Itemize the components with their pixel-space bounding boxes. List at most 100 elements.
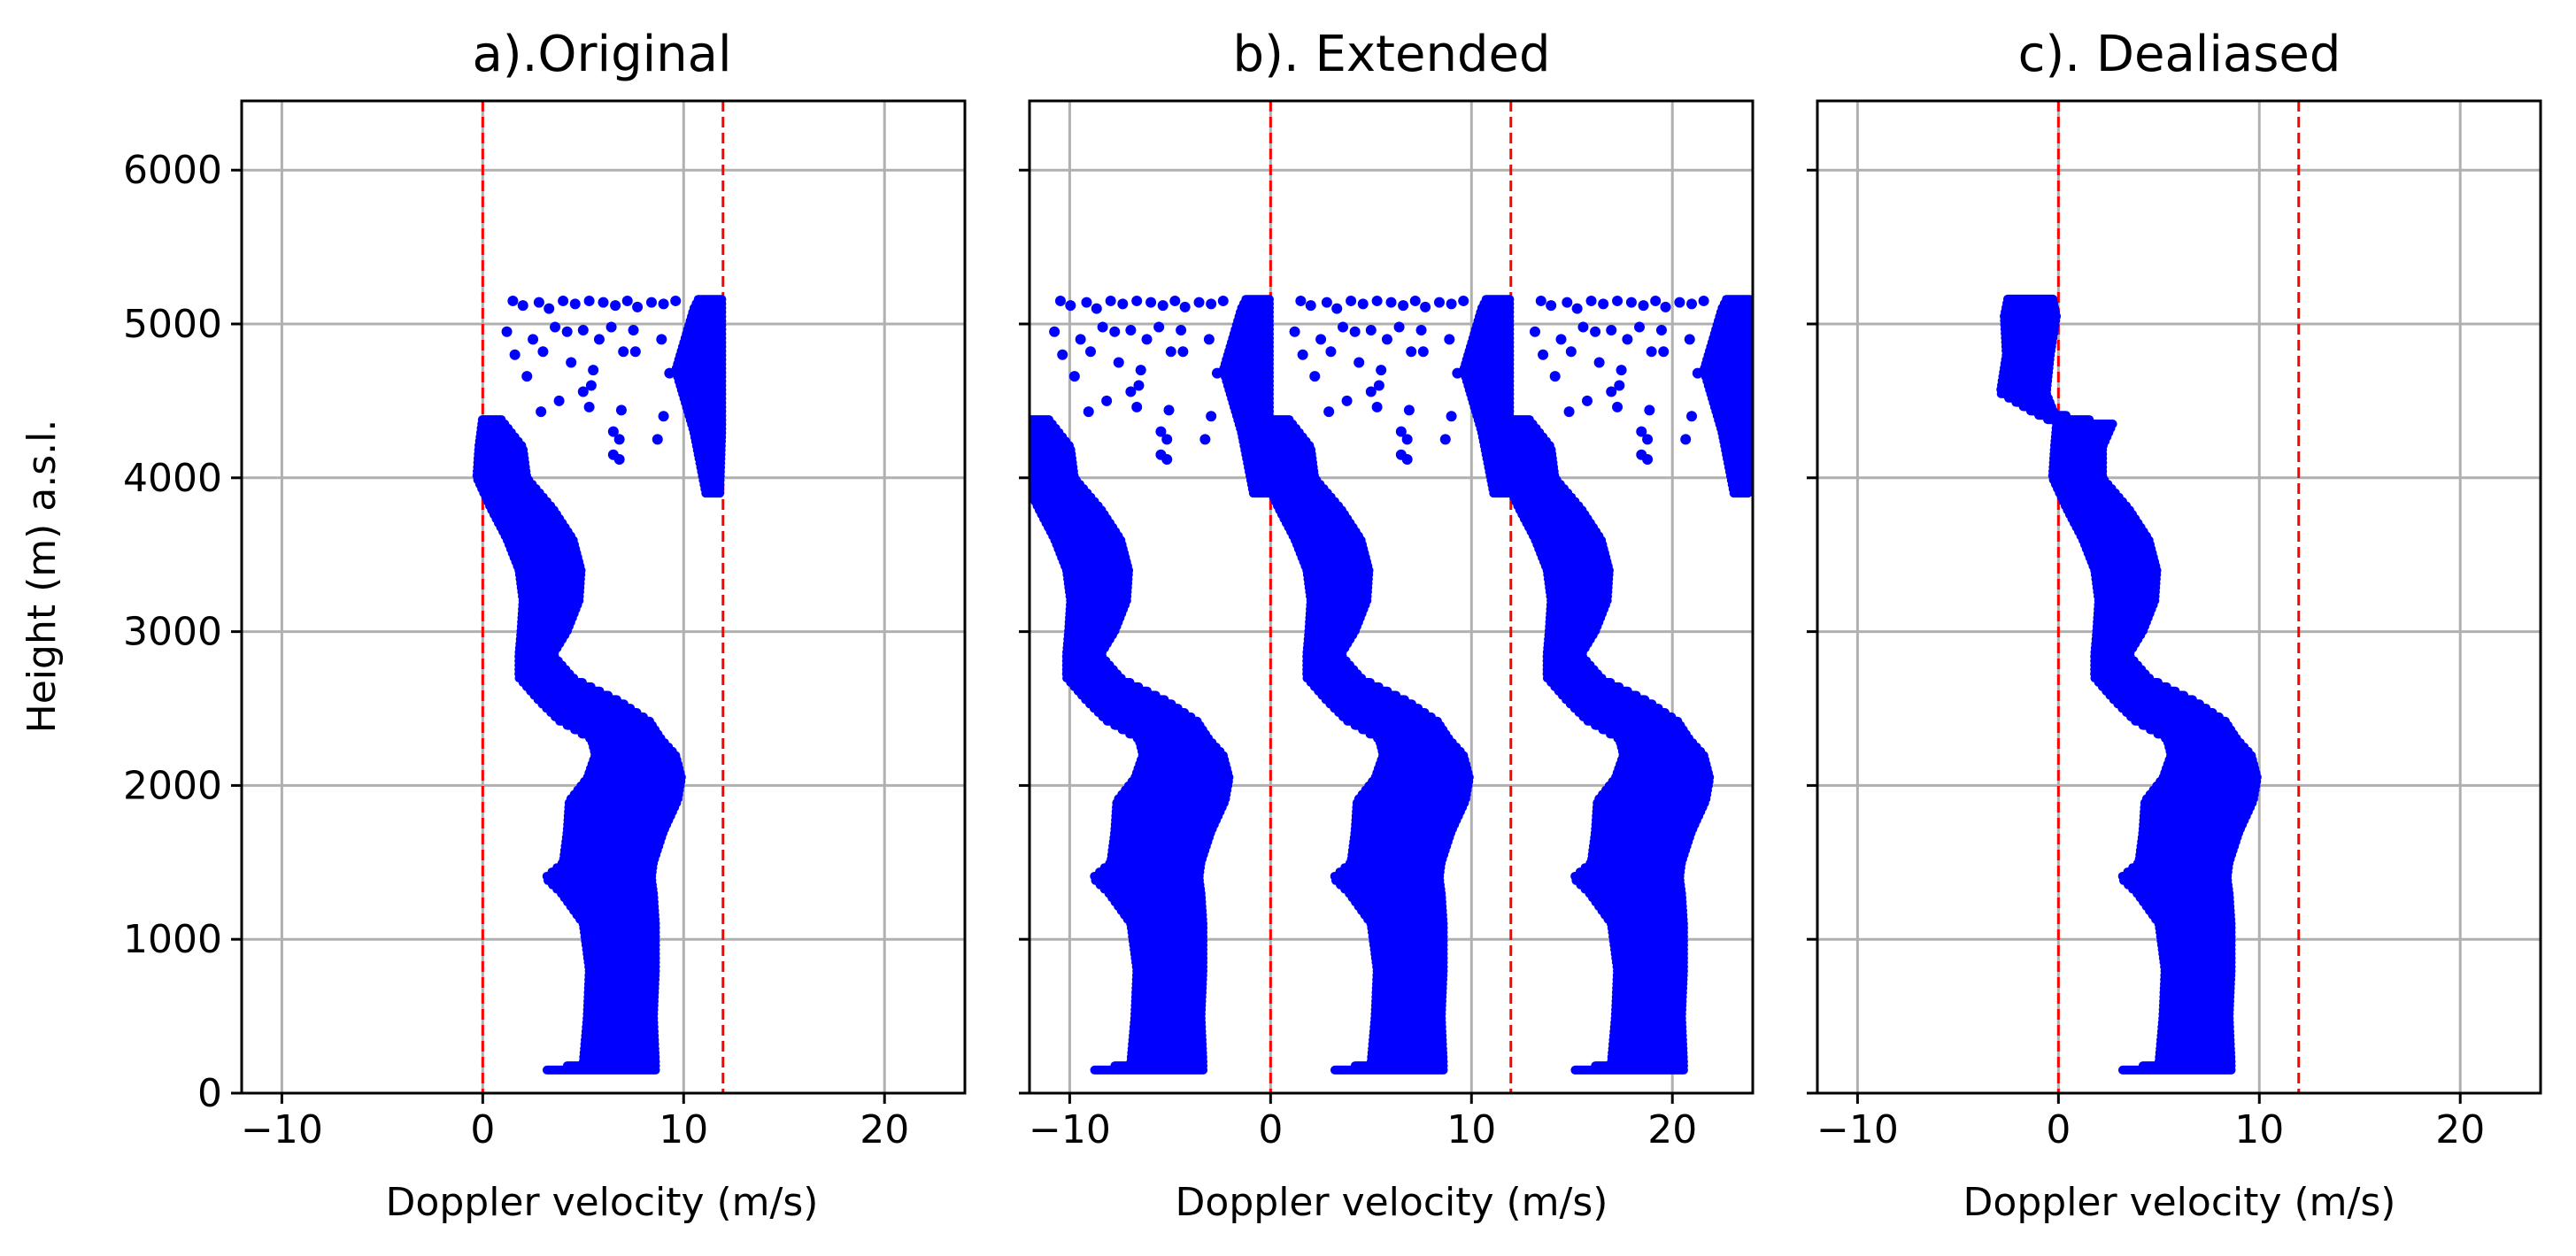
data-point: [1634, 321, 1646, 333]
data-point: [1165, 346, 1176, 358]
data-point: [1068, 371, 1080, 382]
data-point: [1625, 297, 1637, 308]
data-point: [615, 405, 627, 416]
data-point: [1297, 349, 1308, 360]
x-axis-label-dealiased: Doppler velocity (m/s): [1963, 1180, 2396, 1225]
data-point: [1549, 371, 1561, 382]
data-point: [1357, 298, 1369, 310]
data-point: [656, 334, 667, 345]
data-point: [1141, 334, 1153, 345]
y-tick-label: 6000: [123, 148, 222, 193]
data-point: [1650, 295, 1662, 306]
panel-extended: b). Extended −10 0 10 20 Doppler velocity (…: [1019, 26, 1755, 1225]
y-tick-label: 4000: [123, 456, 222, 501]
nyquist-lines-dealiased: [2056, 101, 2301, 1093]
data-point: [1091, 303, 1102, 314]
data-point: [1563, 406, 1575, 418]
data-point: [1049, 326, 1060, 337]
panel-original: a).Original −10 0 10 20 0 1000 2000 3000 4000 500…: [123, 26, 967, 1225]
data-point: [1593, 357, 1605, 368]
ticks-extended: −10 0 10 20: [1019, 99, 1755, 1152]
x-tick-label: 20: [1647, 1107, 1697, 1152]
data-point: [1325, 346, 1337, 358]
data-point: [517, 300, 528, 312]
data-point: [1083, 406, 1094, 418]
data-point: [1646, 346, 1657, 358]
data-point: [1612, 295, 1623, 306]
data-point: [1660, 301, 1671, 312]
data-point: [1642, 453, 1654, 465]
data-point: [1133, 380, 1145, 391]
panel-title-original: a).Original: [472, 26, 731, 83]
data-point: [1612, 401, 1623, 412]
data-point: [1562, 297, 1573, 308]
data-point: [1439, 434, 1451, 445]
data-point: [1179, 301, 1191, 312]
x-tick-label: −10: [1029, 1107, 1111, 1152]
data-point: [1321, 297, 1332, 308]
data-point: [1581, 395, 1593, 406]
data-point: [1622, 334, 1633, 345]
data-point: [1371, 401, 1383, 412]
data-point: [613, 453, 625, 465]
data-point: [533, 297, 544, 308]
data-point: [1598, 298, 1609, 310]
data-point: [1346, 295, 1357, 306]
data-point: [528, 334, 539, 345]
data-point: [537, 346, 549, 358]
data-point: [509, 349, 521, 360]
data-point: [558, 295, 569, 306]
data-point: [1338, 321, 1349, 333]
data-point: [1199, 434, 1211, 445]
nyquist-lines-original: [481, 101, 725, 1093]
data-point: [1674, 297, 1685, 308]
data-point: [618, 346, 629, 358]
data-point: [593, 334, 605, 345]
data-point: [544, 303, 555, 314]
data-point: [536, 406, 547, 418]
data-point: [1349, 326, 1361, 337]
data-point: [1155, 426, 1167, 437]
data-point: [1415, 324, 1427, 335]
data-point: [629, 346, 641, 358]
data-point: [1203, 334, 1215, 345]
data-point: [1206, 411, 1217, 422]
data-point: [1211, 367, 1222, 379]
data-point: [1157, 300, 1168, 312]
x-tick-label: 0: [1258, 1107, 1283, 1152]
x-tick-label: 20: [860, 1107, 909, 1152]
data-point: [1206, 298, 1217, 310]
data-points-original: [472, 295, 727, 1075]
x-axis-label-extended: Doppler velocity (m/s): [1176, 1180, 1608, 1225]
data-point: [664, 367, 675, 379]
data-point: [1642, 434, 1654, 445]
data-point: [1161, 453, 1173, 465]
data-point: [1305, 300, 1316, 312]
ticks-original: −10 0 10 20 0 1000 2000 3000 4000 5000 6000: [123, 99, 967, 1152]
data-point: [1289, 326, 1300, 337]
data-point: [1376, 365, 1387, 376]
data-point: [632, 301, 644, 312]
data-point: [1315, 334, 1327, 345]
data-point: [1571, 303, 1583, 314]
data-point: [1401, 434, 1413, 445]
data-point: [1606, 324, 1617, 335]
data-point: [1555, 334, 1567, 345]
data-point: [628, 324, 639, 335]
data-point: [621, 295, 633, 306]
data-point: [1636, 426, 1647, 437]
data-points-extended: [1030, 295, 1753, 1075]
data-point: [585, 380, 597, 391]
data-point: [1371, 295, 1383, 306]
data-point: [607, 426, 619, 437]
data-point: [1535, 295, 1546, 306]
data-point: [1385, 297, 1397, 308]
data-point: [583, 295, 595, 306]
data-point: [1692, 367, 1703, 379]
data-point: [1054, 295, 1066, 306]
data-point: [1644, 405, 1655, 416]
data-point: [1169, 295, 1181, 306]
ticks-dealiased: −10 0 10 20: [1807, 99, 2542, 1152]
axes-frame: [1028, 99, 1755, 1095]
